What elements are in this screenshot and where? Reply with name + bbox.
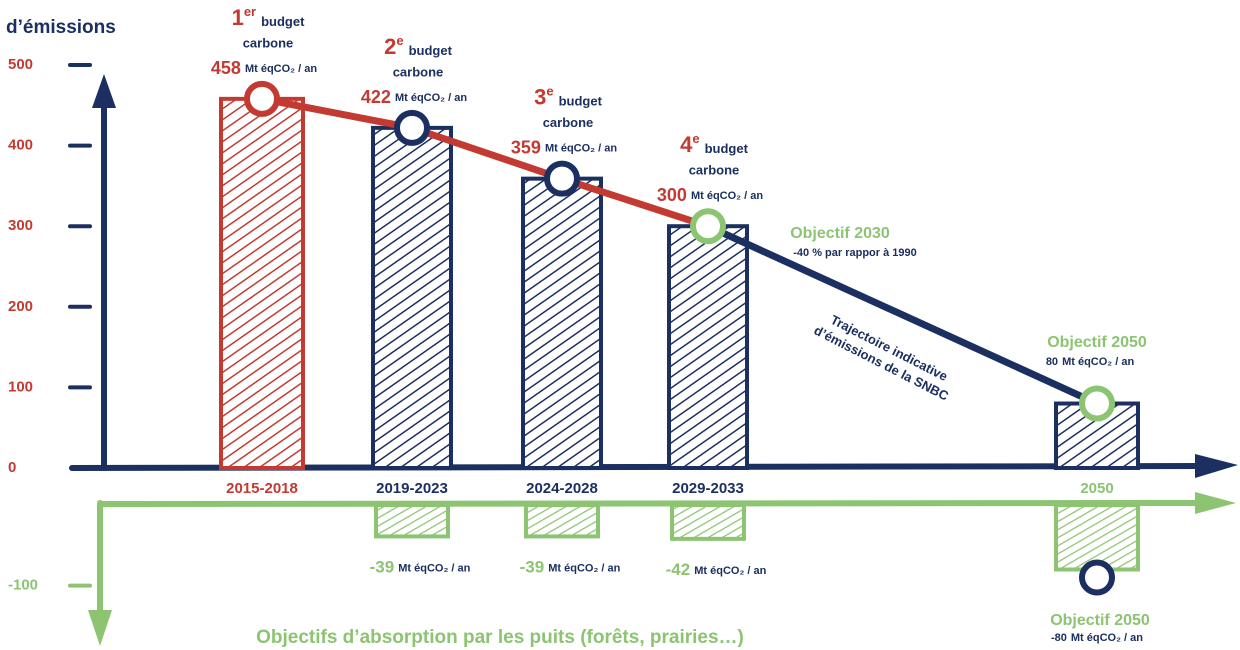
trajectory-segment <box>558 175 712 230</box>
objective-2030: Objectif 2030 <box>790 225 890 242</box>
value-unit: Mt éqCO₂ / an <box>398 562 470 574</box>
y-tick-label: 100 <box>8 378 33 395</box>
sink-bar <box>374 503 450 539</box>
budget-word: carbone <box>243 35 294 50</box>
sink-bar <box>524 503 600 539</box>
value-unit: Mt éqCO₂ / an <box>1062 356 1134 368</box>
value-number: -39 <box>370 558 395 577</box>
value-label: 359 Mt éqCO₂ / an <box>511 137 617 157</box>
point-marker <box>690 208 726 245</box>
value-unit: Mt éqCO₂ / an <box>548 562 620 574</box>
value-unit: Mt éqCO₂ / an <box>694 565 766 577</box>
y-axis-arrow <box>92 74 116 108</box>
value-number: 422 <box>361 87 391 107</box>
value-number: -42 <box>666 560 691 579</box>
value-label: 300 Mt éqCO₂ / an <box>657 185 763 205</box>
budget-label: 1er budget <box>232 4 306 29</box>
budget-label: 2ebudget <box>384 33 452 58</box>
budget-word: budget <box>705 142 749 157</box>
sink-bar <box>670 503 746 541</box>
x-tick-label: 2024-2028 <box>526 480 598 497</box>
trajectory-segment <box>704 222 1101 408</box>
point-marker <box>394 109 430 146</box>
budget-word: budget <box>409 43 453 58</box>
budget-label: 3ebudget <box>534 84 602 109</box>
budget-ordinal: 2 <box>384 34 396 59</box>
budget-word: carbone <box>543 115 594 130</box>
sink-value-label: -39 Mt éqCO₂ / an <box>520 558 621 577</box>
trajectory-segment <box>408 124 566 183</box>
budget-label: 4ebudget <box>680 132 748 157</box>
y-axis-label: d’émissions <box>6 17 116 38</box>
value-unit: Mt éqCO₂ / an <box>1071 632 1143 644</box>
value-unit: Mt éqCO₂ / an <box>691 190 763 202</box>
budget-suffix: e <box>396 33 403 48</box>
sink-value-label: -39 Mt éqCO₂ / an <box>370 558 471 577</box>
budget-word: budget <box>559 94 603 109</box>
budget-word: carbone <box>689 163 740 178</box>
value-label: 422 Mt éqCO₂ / an <box>361 87 467 107</box>
objective-2030-note: -40 % par rappor à 1990 <box>793 247 917 259</box>
point-marker <box>544 160 580 197</box>
objective-2050: Objectif 2050 <box>1047 334 1147 351</box>
budget-suffix: e <box>692 132 699 147</box>
value-unit: Mt éqCO₂ / an <box>245 63 317 75</box>
value-unit: Mt éqCO₂ / an <box>545 143 617 155</box>
value-number: -39 <box>520 558 545 577</box>
point-marker <box>1079 385 1115 422</box>
x-axis-arrow <box>1195 454 1238 478</box>
value-label: 80 Mt éqCO₂ / an <box>1046 356 1135 368</box>
value-label: 458 Mt éqCO₂ / an <box>211 58 317 78</box>
value-number: 300 <box>657 185 687 205</box>
emission-bar <box>521 176 603 470</box>
y-tick-label: 200 <box>8 298 33 315</box>
sink-x-axis <box>97 500 1203 507</box>
budget-ordinal: 3 <box>534 84 546 109</box>
budget-suffix: e <box>546 84 553 99</box>
y-tick-label: 300 <box>8 217 33 234</box>
y-tick-label: 0 <box>8 459 16 476</box>
y-tick-label: -100 <box>8 577 38 594</box>
value-number: 458 <box>211 58 241 78</box>
budget-word: budget <box>261 14 305 29</box>
sink-value-label: -42 Mt éqCO₂ / an <box>666 560 767 579</box>
emission-bar <box>371 125 453 470</box>
budget-ordinal: 1 <box>232 5 244 30</box>
y-tick-label: 400 <box>8 137 33 154</box>
value-unit: Mt éqCO₂ / an <box>395 92 467 104</box>
point-marker <box>1079 559 1115 596</box>
x-tick-label: 2029-2033 <box>672 480 744 497</box>
sink-value-label: -80 Mt éqCO₂ / an <box>1051 632 1143 644</box>
x-tick-label: 2019-2023 <box>376 480 448 497</box>
x-tick-label: 2015-2018 <box>226 480 298 497</box>
emission-bar <box>219 96 305 471</box>
value-number: -80 <box>1051 632 1067 644</box>
x-tick-label: 2050 <box>1080 480 1113 497</box>
value-number: 359 <box>511 137 541 157</box>
sink-axis-arrow <box>88 610 112 646</box>
point-marker <box>244 80 280 117</box>
trajectory-label: Trajectoire indicative d’émissions de la… <box>812 312 952 404</box>
value-number: 80 <box>1046 356 1058 368</box>
emission-bar <box>667 224 749 470</box>
budget-suffix: er <box>244 4 256 19</box>
budget-word: carbone <box>393 64 444 79</box>
y-tick-label: 500 <box>8 56 33 73</box>
sink-x-axis-arrow <box>1195 492 1236 514</box>
trajectory-segment <box>258 95 416 132</box>
objective-2050-sink: Objectif 2050 <box>1050 612 1150 629</box>
budget-ordinal: 4 <box>680 132 693 157</box>
sink-title: Objectifs d’absorption par les puits (fo… <box>256 627 744 648</box>
